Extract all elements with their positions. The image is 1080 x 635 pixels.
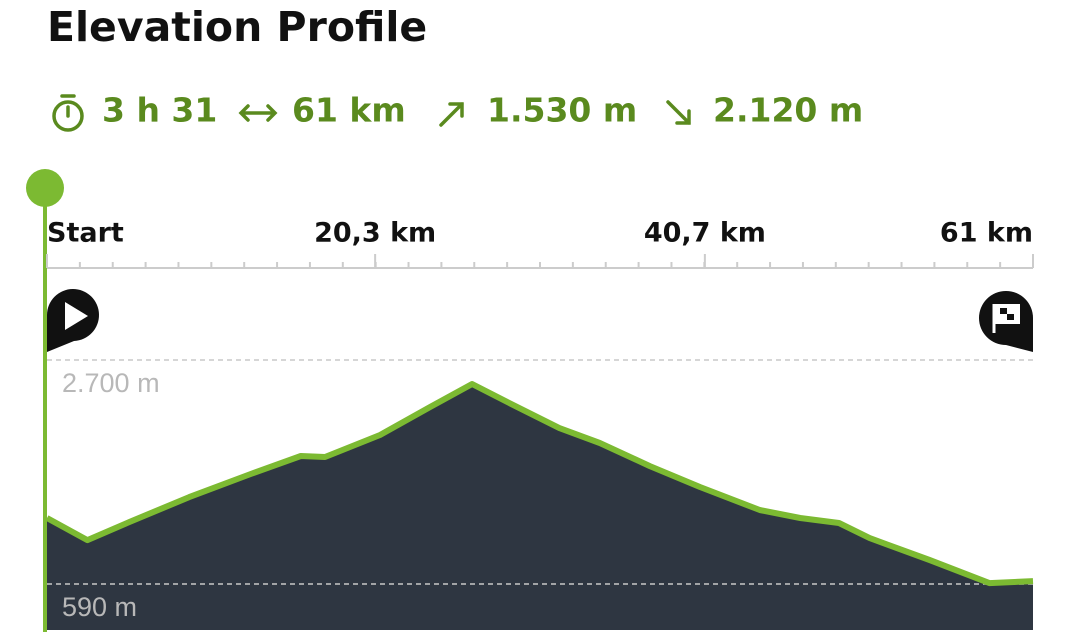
y-tick-label: 2.700 m [62, 368, 160, 398]
stat-icons [52, 94, 691, 132]
x-tick-label: 20,3 km [314, 218, 436, 249]
x-tick-label: Start [47, 218, 124, 249]
stat-descent: 2.120 m [713, 91, 863, 130]
stat-distance: 61 km [292, 91, 406, 130]
finish-marker [979, 291, 1033, 352]
elevation-area [47, 384, 1033, 630]
position-handle[interactable] [26, 169, 64, 207]
stat-duration: 3 h 31 [102, 91, 217, 130]
x-tick-label: 40,7 km [644, 218, 766, 249]
x-tick-label: 61 km [940, 218, 1033, 249]
stat-ascent: 1.530 m [487, 91, 637, 130]
start-marker [47, 289, 99, 352]
chart-title: Elevation Profile [47, 3, 427, 51]
y-tick-label: 590 m [62, 592, 137, 622]
elevation-line [45, 381, 1034, 587]
